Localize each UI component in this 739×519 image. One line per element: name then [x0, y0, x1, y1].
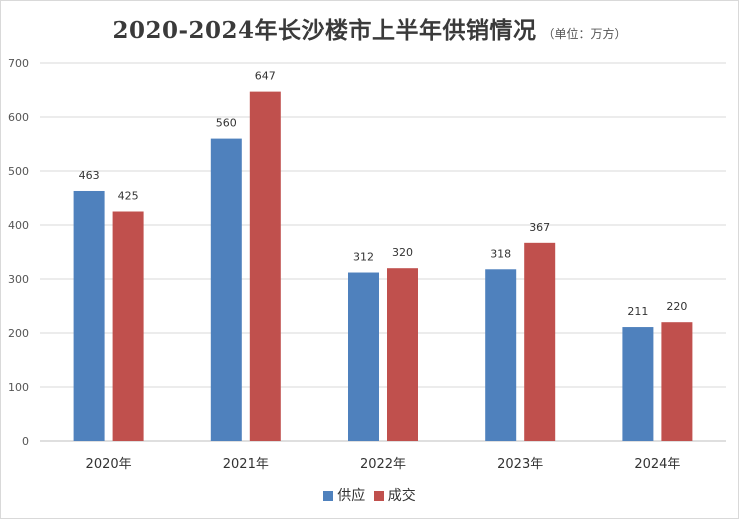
bar-series-1 — [485, 269, 517, 441]
bar-chart: 0 100 200 300 400 500 600 700 463 425 2020年 560 647 2… — [8, 57, 726, 472]
y-tick-label: 100 — [8, 381, 29, 394]
data-label: 320 — [392, 246, 413, 259]
x-category-label: 2024年 — [634, 457, 680, 472]
legend-swatch-series-2 — [373, 491, 384, 501]
legend-swatch-series-1 — [323, 491, 334, 501]
data-label: 220 — [666, 300, 687, 313]
data-label: 318 — [490, 247, 511, 260]
legend-item-series-1: 供应 — [323, 485, 365, 505]
y-tick-label: 500 — [8, 165, 29, 178]
bar-series-1 — [348, 272, 379, 441]
y-tick-label: 700 — [8, 57, 29, 70]
y-tick-label: 400 — [8, 219, 29, 232]
y-tick-label: 300 — [8, 273, 29, 286]
chart-unit-subtitle: （单位：万方） — [542, 27, 627, 41]
bar-series-1 — [210, 138, 242, 441]
x-category-label: 2021年 — [223, 457, 269, 472]
bar-series-2 — [661, 322, 693, 441]
data-label: 647 — [255, 70, 276, 83]
data-label: 560 — [216, 117, 237, 130]
legend-label-series-2: 成交 — [387, 488, 416, 504]
bar-series-1 — [73, 190, 105, 441]
x-category-label: 2020年 — [86, 457, 132, 472]
bar-series-2 — [249, 91, 281, 442]
data-label: 211 — [627, 305, 648, 318]
bar-series-1 — [622, 327, 654, 441]
chart-title: 2020-2024年长沙楼市上半年供销情况 — [112, 17, 537, 44]
bar-series-2 — [524, 242, 556, 441]
chart-title-block: 2020-2024年长沙楼市上半年供销情况 （单位：万方） — [1, 11, 738, 45]
data-label: 312 — [353, 251, 374, 264]
x-category-label: 2023年 — [497, 457, 543, 472]
data-label: 463 — [79, 169, 100, 182]
bar-series-2 — [112, 211, 144, 441]
y-tick-label: 200 — [8, 327, 29, 340]
y-tick-label: 0 — [22, 435, 29, 448]
bar-series-2 — [387, 268, 418, 441]
legend: 供应 成交 — [1, 485, 738, 505]
legend-label-series-1: 供应 — [337, 488, 366, 504]
data-label: 425 — [118, 190, 139, 203]
x-category-label: 2022年 — [360, 457, 406, 472]
legend-item-series-2: 成交 — [373, 485, 416, 505]
y-tick-label: 600 — [8, 111, 29, 124]
data-label: 367 — [529, 221, 550, 234]
